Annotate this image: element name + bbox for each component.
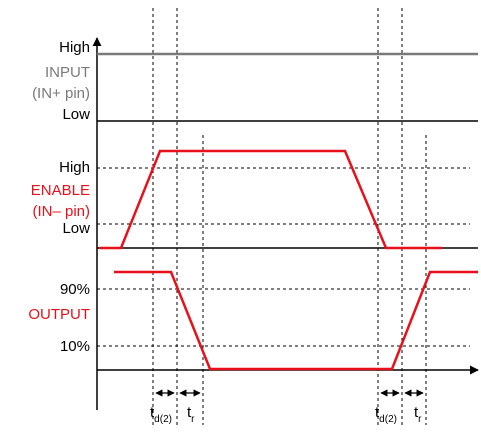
label-tr-second: tr <box>414 404 422 425</box>
label-td-first: td(2) <box>150 404 172 425</box>
input-name-label: INPUT <box>45 64 90 81</box>
label-td-second: td(2) <box>375 404 397 425</box>
input-low-label: Low <box>62 106 90 123</box>
output-signal-line <box>114 270 478 371</box>
level-guides <box>97 167 470 347</box>
input-pin-label: (IN+ pin) <box>32 85 90 102</box>
label-td-first-main: t <box>150 404 155 421</box>
label-tr-first-main: t <box>187 404 192 421</box>
output-name-label: OUTPUT <box>28 306 90 323</box>
label-tr-second-sub: r <box>418 414 422 425</box>
label-tr-first: tr <box>187 404 195 425</box>
enable-signal-line <box>99 149 442 250</box>
enable-low-label: Low <box>62 220 90 237</box>
enable-pin-label: (IN– pin) <box>32 203 90 220</box>
input-high-label: High <box>59 39 90 56</box>
timing-guides <box>152 8 427 425</box>
output-90-label: 90% <box>60 281 90 298</box>
lane-separators <box>97 120 478 249</box>
label-td-second-sub: d(2) <box>379 414 397 425</box>
output-10-label: 10% <box>60 338 90 355</box>
label-td-second-main: t <box>375 404 380 421</box>
label-td-first-sub: d(2) <box>154 414 172 425</box>
enable-name-label: ENABLE <box>31 182 90 199</box>
label-tr-second-main: t <box>414 404 419 421</box>
enable-high-label: High <box>59 159 90 176</box>
label-tr-first-sub: r <box>191 414 195 425</box>
